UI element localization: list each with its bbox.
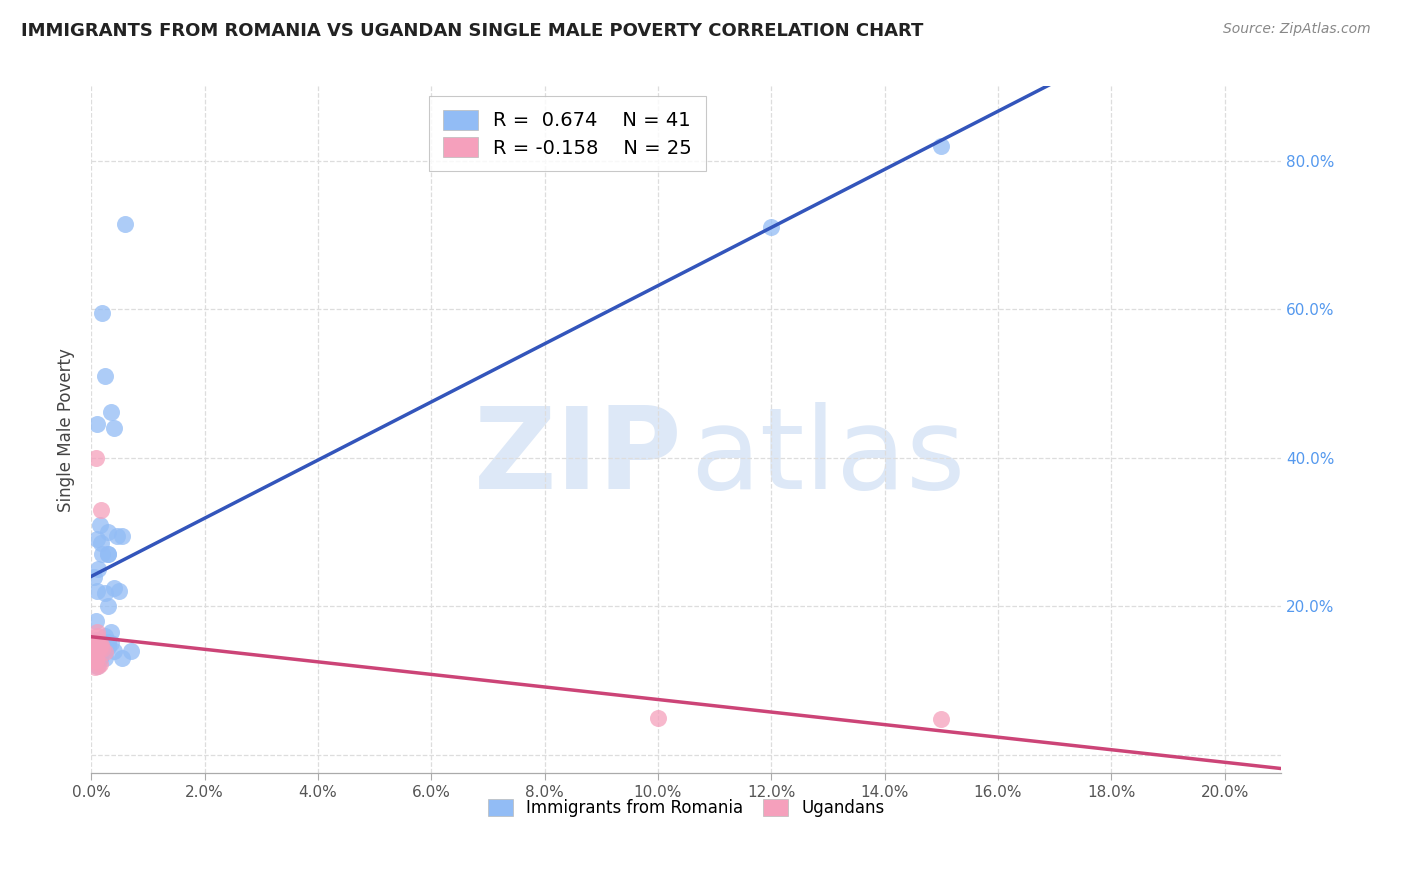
Point — [94, 586, 117, 600]
Point — [87, 635, 110, 649]
Point — [931, 138, 953, 153]
Point — [86, 417, 108, 432]
Point — [84, 450, 107, 465]
Point — [87, 642, 110, 657]
Point — [97, 599, 120, 614]
Point — [86, 533, 108, 547]
Point — [97, 547, 120, 561]
Point — [83, 653, 105, 667]
Point — [100, 636, 122, 650]
Point — [89, 638, 111, 652]
Point — [931, 712, 953, 726]
Point — [84, 632, 107, 647]
Point — [83, 569, 105, 583]
Point — [100, 405, 122, 419]
Point — [647, 711, 669, 725]
Point — [105, 529, 128, 543]
Y-axis label: Single Male Poverty: Single Male Poverty — [58, 348, 75, 512]
Point — [87, 658, 110, 673]
Point — [761, 220, 783, 235]
Point — [89, 651, 111, 665]
Point — [86, 658, 108, 673]
Point — [84, 645, 107, 659]
Point — [89, 517, 111, 532]
Point — [120, 644, 142, 658]
Point — [84, 651, 107, 665]
Point — [103, 421, 125, 435]
Point — [86, 638, 108, 652]
Point — [87, 562, 110, 576]
Point — [108, 584, 131, 599]
Point — [86, 629, 108, 643]
Point — [90, 536, 112, 550]
Point — [114, 217, 136, 231]
Point — [83, 638, 105, 652]
Point — [90, 502, 112, 516]
Point — [83, 649, 105, 664]
Text: ZIP: ZIP — [474, 402, 683, 513]
Text: Source: ZipAtlas.com: Source: ZipAtlas.com — [1223, 22, 1371, 37]
Text: atlas: atlas — [690, 402, 965, 513]
Point — [97, 640, 120, 655]
Point — [97, 547, 120, 561]
Point — [97, 635, 120, 649]
Point — [111, 651, 134, 665]
Point — [91, 306, 114, 320]
Legend: Immigrants from Romania, Ugandans: Immigrants from Romania, Ugandans — [481, 792, 891, 823]
Point — [86, 625, 108, 640]
Point — [83, 660, 105, 674]
Point — [84, 614, 107, 628]
Point — [89, 651, 111, 665]
Point — [91, 547, 114, 561]
Point — [91, 638, 114, 652]
Point — [94, 629, 117, 643]
Point — [94, 645, 117, 659]
Point — [100, 625, 122, 640]
Point — [83, 644, 105, 658]
Point — [94, 651, 117, 665]
Point — [97, 524, 120, 539]
Point — [111, 529, 134, 543]
Point — [87, 642, 110, 657]
Text: IMMIGRANTS FROM ROMANIA VS UGANDAN SINGLE MALE POVERTY CORRELATION CHART: IMMIGRANTS FROM ROMANIA VS UGANDAN SINGL… — [21, 22, 924, 40]
Point — [90, 638, 112, 652]
Point — [91, 642, 114, 657]
Point — [82, 645, 104, 659]
Point — [89, 636, 111, 650]
Point — [103, 581, 125, 595]
Point — [103, 644, 125, 658]
Point — [84, 653, 107, 667]
Point — [89, 657, 111, 672]
Point — [84, 653, 107, 667]
Point — [86, 584, 108, 599]
Point — [94, 369, 117, 384]
